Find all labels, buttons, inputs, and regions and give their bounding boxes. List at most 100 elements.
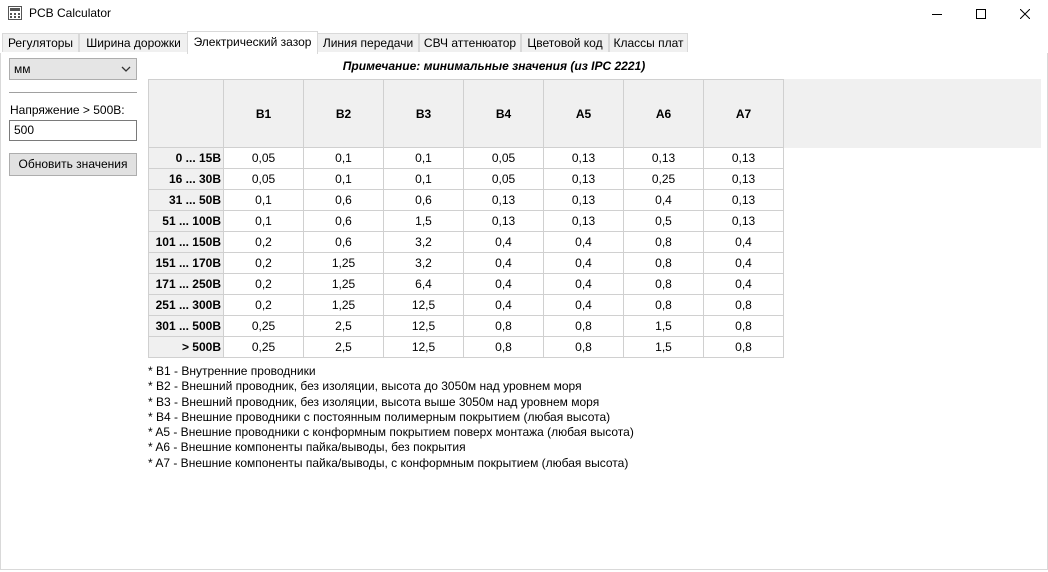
table-cell[interactable]: 0,4 — [543, 252, 624, 274]
table-cell[interactable]: 0,1 — [383, 168, 464, 190]
table-cell[interactable]: 0,8 — [463, 336, 544, 358]
table-cell[interactable]: 12,5 — [383, 294, 464, 316]
table-cell[interactable]: 1,5 — [623, 336, 704, 358]
row-header[interactable]: 301 ... 500В — [148, 315, 224, 337]
table-cell[interactable]: 0,13 — [463, 210, 544, 232]
column-header[interactable]: A5 — [543, 79, 624, 148]
table-cell[interactable]: 0,13 — [463, 189, 544, 211]
row-header[interactable]: 101 ... 150В — [148, 231, 224, 253]
table-cell[interactable]: 0,4 — [463, 252, 544, 274]
table-cell[interactable]: 0,1 — [383, 147, 464, 169]
table-cell[interactable]: 0,13 — [703, 147, 784, 169]
table-cell[interactable]: 0,4 — [703, 273, 784, 295]
table-cell[interactable]: 0,6 — [383, 189, 464, 211]
table-cell[interactable]: 0,1 — [223, 210, 304, 232]
row-header[interactable]: > 500В — [148, 336, 224, 358]
table-cell[interactable]: 0,4 — [543, 231, 624, 253]
unit-select[interactable]: мм — [9, 58, 137, 80]
table-cell[interactable]: 0,8 — [463, 315, 544, 337]
table-cell[interactable]: 0,25 — [223, 336, 304, 358]
tab-color-code[interactable]: Цветовой код — [521, 33, 609, 52]
tab-electrical-spacing[interactable]: Электрический зазор — [187, 31, 318, 54]
table-cell[interactable]: 0,5 — [623, 210, 704, 232]
table-cell[interactable]: 0,8 — [703, 315, 784, 337]
column-header[interactable]: A7 — [703, 79, 784, 148]
table-cell[interactable]: 0,1 — [303, 147, 384, 169]
table-cell[interactable]: 1,5 — [623, 315, 704, 337]
row-header[interactable]: 151 ... 170В — [148, 252, 224, 274]
table-cell[interactable]: 0,8 — [703, 336, 784, 358]
table-cell[interactable]: 0,8 — [623, 294, 704, 316]
table-cell[interactable]: 0,6 — [303, 189, 384, 211]
table-cell[interactable]: 0,25 — [223, 315, 304, 337]
table-cell[interactable]: 0,6 — [303, 210, 384, 232]
table-cell[interactable]: 2,5 — [303, 336, 384, 358]
table-cell[interactable]: 0,05 — [463, 168, 544, 190]
column-header[interactable]: A6 — [623, 79, 704, 148]
tab-regulators[interactable]: Регуляторы — [2, 33, 79, 52]
table-cell[interactable]: 0,4 — [463, 231, 544, 253]
column-header[interactable]: B2 — [303, 79, 384, 148]
table-cell[interactable]: 0,4 — [623, 189, 704, 211]
table-cell[interactable]: 1,5 — [383, 210, 464, 232]
table-cell[interactable]: 0,25 — [623, 168, 704, 190]
close-button[interactable] — [1002, 0, 1048, 28]
table-cell[interactable]: 0,13 — [703, 168, 784, 190]
tab-transmission-line[interactable]: Линия передачи — [317, 33, 419, 52]
table-cell[interactable]: 3,2 — [383, 252, 464, 274]
table-cell[interactable]: 0,8 — [623, 231, 704, 253]
table-cell[interactable]: 0,8 — [623, 273, 704, 295]
table-cell[interactable]: 12,5 — [383, 315, 464, 337]
table-cell[interactable]: 0,13 — [543, 210, 624, 232]
table-cell[interactable]: 0,13 — [703, 189, 784, 211]
table-cell[interactable]: 0,6 — [303, 231, 384, 253]
column-header[interactable]: B4 — [463, 79, 544, 148]
table-cell[interactable]: 0,05 — [223, 147, 304, 169]
table-cell[interactable]: 0,2 — [223, 273, 304, 295]
table-cell[interactable]: 1,25 — [303, 294, 384, 316]
table-cell[interactable]: 0,13 — [623, 147, 704, 169]
column-header[interactable]: B3 — [383, 79, 464, 148]
tab-track-width[interactable]: Ширина дорожки — [79, 33, 188, 52]
table-cell[interactable]: 6,4 — [383, 273, 464, 295]
table-cell[interactable]: 0,8 — [623, 252, 704, 274]
table-cell[interactable]: 0,4 — [543, 294, 624, 316]
tab-board-classes[interactable]: Классы плат — [609, 33, 688, 52]
table-cell[interactable]: 0,8 — [703, 294, 784, 316]
table-cell[interactable]: 0,2 — [223, 294, 304, 316]
minimize-button[interactable] — [914, 0, 960, 28]
table-cell[interactable]: 0,4 — [703, 252, 784, 274]
row-header[interactable]: 171 ... 250В — [148, 273, 224, 295]
row-header[interactable]: 251 ... 300В — [148, 294, 224, 316]
update-values-button[interactable]: Обновить значения — [9, 153, 137, 176]
table-cell[interactable]: 0,13 — [543, 147, 624, 169]
row-header[interactable]: 31 ... 50В — [148, 189, 224, 211]
table-cell[interactable]: 0,13 — [543, 189, 624, 211]
table-cell[interactable]: 0,2 — [223, 231, 304, 253]
table-cell[interactable]: 0,05 — [223, 168, 304, 190]
tab-rf-attenuator[interactable]: СВЧ аттенюатор — [419, 33, 521, 52]
table-cell[interactable]: 0,4 — [463, 294, 544, 316]
table-cell[interactable]: 0,13 — [703, 210, 784, 232]
table-cell[interactable]: 0,8 — [543, 315, 624, 337]
column-header[interactable]: B1 — [223, 79, 304, 148]
voltage-input[interactable]: 500 — [9, 120, 137, 141]
row-header[interactable]: 51 ... 100В — [148, 210, 224, 232]
table-cell[interactable]: 0,4 — [703, 231, 784, 253]
table-cell[interactable]: 0,2 — [223, 252, 304, 274]
table-cell[interactable]: 12,5 — [383, 336, 464, 358]
table-cell[interactable]: 0,4 — [463, 273, 544, 295]
table-cell[interactable]: 0,4 — [543, 273, 624, 295]
table-cell[interactable]: 1,25 — [303, 252, 384, 274]
table-cell[interactable]: 0,13 — [543, 168, 624, 190]
table-cell[interactable]: 3,2 — [383, 231, 464, 253]
table-cell[interactable]: 0,05 — [463, 147, 544, 169]
row-header[interactable]: 0 ... 15В — [148, 147, 224, 169]
table-cell[interactable]: 1,25 — [303, 273, 384, 295]
table-cell[interactable]: 0,1 — [303, 168, 384, 190]
table-cell[interactable]: 2,5 — [303, 315, 384, 337]
maximize-button[interactable] — [958, 0, 1004, 28]
row-header[interactable]: 16 ... 30В — [148, 168, 224, 190]
table-cell[interactable]: 0,8 — [543, 336, 624, 358]
table-cell[interactable]: 0,1 — [223, 189, 304, 211]
